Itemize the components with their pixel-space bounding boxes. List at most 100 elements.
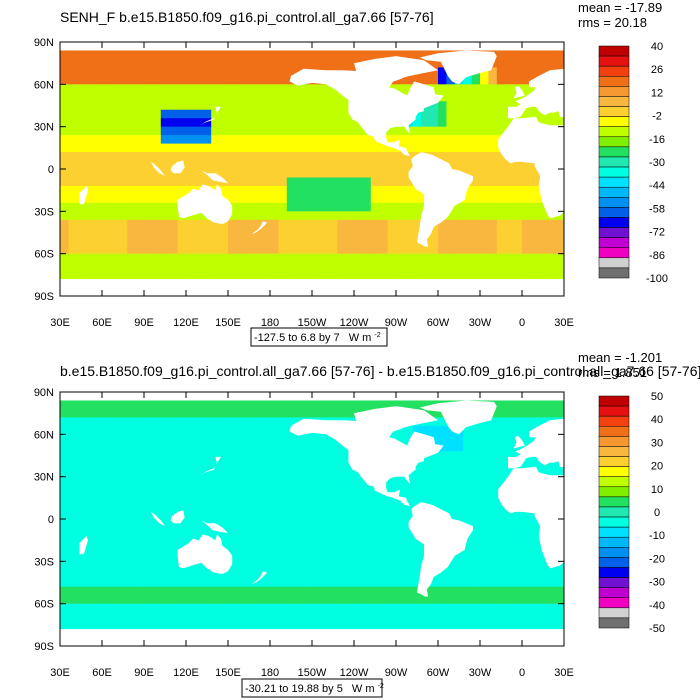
field-cell [480,468,489,478]
field-cell [396,202,405,212]
field-cell [253,101,263,111]
field-cell [202,177,212,187]
field-cell [354,400,363,410]
field-cell [144,519,153,529]
field-cell [253,118,263,128]
field-cell [345,569,355,579]
field-cell [354,527,363,537]
field-cell [379,578,389,588]
field-cell [463,160,473,170]
field-cell [387,620,397,630]
field-cell [169,219,179,229]
field-cell [160,126,170,136]
field-cell [463,586,473,596]
colorbar-swatch [598,136,630,148]
colorbar-label: -58 [649,203,665,215]
field-cell [93,245,103,255]
field-cell [362,253,372,263]
field-cell [429,425,439,435]
field-cell [328,578,338,588]
field-cell [278,578,288,588]
field-cell [219,442,229,452]
field-cell [118,417,128,427]
field-cell [278,177,288,187]
field-cell [253,211,263,221]
field-cell [177,152,187,162]
field-cell [93,400,103,410]
field-cell [253,219,263,229]
field-cell [135,569,145,579]
field-cell [278,476,288,486]
field-cell [471,194,481,204]
panel-2-mean: mean = -1.201 [578,350,662,365]
field-cell [286,253,296,263]
field-cell [412,459,422,469]
field-cell [446,451,456,461]
field-cell [202,101,212,111]
field-cell [412,425,422,435]
field-cell [60,561,69,571]
field-cell [522,578,531,588]
field-cell [186,434,195,444]
field-cell [127,194,137,204]
field-cell [513,425,523,435]
field-cell [446,569,456,579]
field-cell [387,612,397,622]
field-cell [102,442,111,452]
field-cell [102,101,111,111]
field-cell [93,194,103,204]
field-cell [211,135,221,145]
field-cell [286,408,296,418]
field-cell [496,459,506,469]
field-cell [438,442,447,452]
field-cell [261,552,271,562]
field-cell [354,603,363,613]
field-cell [169,434,179,444]
field-cell [102,236,111,246]
x-tick-label: 90W [385,317,408,329]
field-cell [228,595,237,605]
field-cell [85,535,95,545]
field-cell [555,569,565,579]
field-cell [530,245,540,255]
field-cell [93,612,103,622]
field-cell [186,101,195,111]
field-cell [186,527,195,537]
field-cell [362,527,372,537]
field-cell [454,118,464,128]
field-cell [152,84,162,94]
field-cell [522,519,531,529]
field-cell [370,502,380,512]
field-cell [228,578,237,588]
field-cell [471,434,481,444]
field-cell [236,194,246,204]
field-cell [530,236,540,246]
field-cell [144,92,153,102]
field-cell [370,612,380,622]
field-cell [127,544,137,554]
field-cell [354,126,363,136]
field-cell [202,143,212,153]
field-cell [480,169,489,179]
field-cell [337,476,347,486]
field-cell [488,135,498,145]
field-cell [160,417,170,427]
field-cell [118,177,128,187]
colorbar-swatch [598,76,630,87]
field-cell [85,219,95,229]
field-cell [522,169,531,179]
field-cell [135,101,145,111]
field-cell [421,612,431,622]
field-cell [328,270,338,280]
field-cell [228,118,237,128]
field-cell [387,126,397,136]
field-cell [270,219,279,229]
field-cell [328,177,338,187]
field-cell [278,202,288,212]
field-cell [102,109,111,119]
field-cell [404,262,414,272]
colorbar-swatch [598,207,630,218]
field-cell [118,400,128,410]
field-cell [513,442,523,452]
